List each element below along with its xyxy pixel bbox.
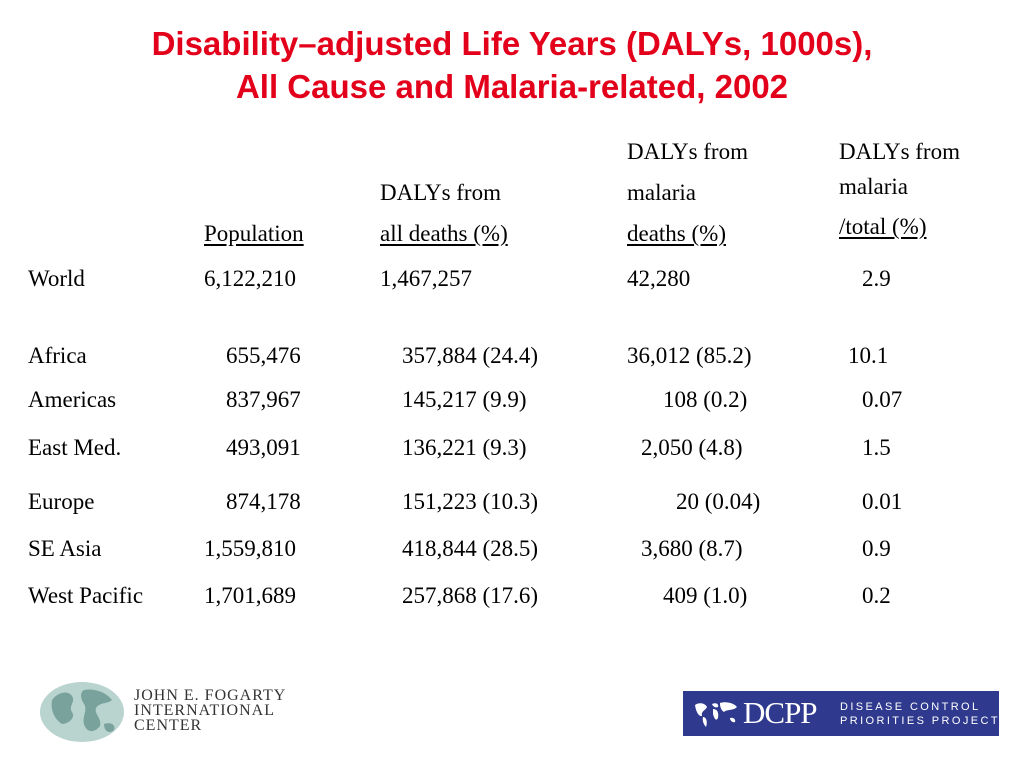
row-all-deaths: 418,844 (28.5): [402, 536, 539, 561]
header-malaria-total-line-1: DALYs from: [839, 139, 960, 164]
row-malaria-deaths: 36,012 (85.2): [627, 343, 752, 368]
fogarty-line-2: INTERNATIONAL: [134, 702, 275, 719]
row-population: 655,476: [226, 343, 301, 368]
row-population: 874,178: [226, 489, 301, 514]
row-malaria-deaths: 3,680 (8.7): [641, 536, 743, 561]
row-population: 1,559,810: [204, 536, 296, 561]
row-all-deaths: 151,223 (10.3): [402, 489, 539, 514]
row-malaria-deaths: 2,050 (4.8): [641, 435, 743, 460]
dcpp-full-name: DISEASE CONTROL PRIORITIES PROJECT: [840, 700, 1000, 728]
slide-title: Disability–adjusted Life Years (DALYs, 1…: [0, 22, 1024, 108]
row-all-deaths: 257,868 (17.6): [402, 583, 539, 608]
row-population: 1,701,689: [204, 583, 296, 608]
title-line-2: All Cause and Malaria-related, 2002: [235, 68, 789, 105]
row-malaria-total: 10.1: [848, 343, 889, 368]
dcpp-logo: DCPP DISEASE CONTROL PRIORITIES PROJECT: [683, 691, 999, 736]
fogarty-line-3: CENTER: [134, 717, 203, 734]
header-malaria-total-line-3: /total (%): [839, 214, 927, 239]
title-line-1: Disability–adjusted Life Years (DALYs, 1…: [151, 25, 873, 62]
row-malaria-total: 0.9: [862, 536, 891, 561]
row-region: West Pacific: [28, 583, 144, 608]
row-region: Africa: [28, 343, 87, 368]
row-all-deaths: 357,884 (24.4): [402, 343, 539, 368]
header-malaria-deaths-line-2: malaria: [627, 180, 696, 205]
row-malaria-total: 0.2: [862, 583, 891, 608]
row-population: 493,091: [226, 435, 301, 460]
row-region: Americas: [28, 387, 117, 412]
row-malaria-total: 0.07: [862, 387, 903, 412]
dcpp-line-2: PRIORITIES PROJECT: [840, 715, 1000, 727]
row-region: East Med.: [28, 435, 122, 460]
row-malaria-deaths: 42,280: [627, 266, 691, 291]
row-malaria-total: 2.9: [862, 266, 891, 291]
fogarty-line-1: JOHN E. FOGARTY: [134, 687, 287, 704]
row-population: 837,967: [226, 387, 301, 412]
row-malaria-deaths: 108 (0.2): [663, 387, 748, 412]
row-all-deaths: 136,221 (9.3): [402, 435, 527, 460]
row-region: World: [28, 266, 85, 291]
dcpp-abbreviation: DCPP: [743, 695, 818, 730]
globe-icon: [40, 682, 124, 742]
header-malaria-deaths-line-3: deaths (%): [627, 221, 726, 246]
row-region: Europe: [28, 489, 95, 514]
header-malaria-total-line-2: malaria: [839, 174, 908, 199]
row-malaria-deaths: 20 (0.04): [676, 489, 761, 514]
row-all-deaths: 145,217 (9.9): [402, 387, 527, 412]
header-all-deaths-line-1: DALYs from: [380, 180, 501, 205]
row-malaria-total: 1.5: [862, 435, 891, 460]
row-all-deaths: 1,467,257: [380, 266, 472, 291]
header-all-deaths-line-2: all deaths (%): [380, 221, 508, 246]
row-malaria-total: 0.01: [862, 489, 903, 514]
row-population: 6,122,210: [204, 266, 296, 291]
fogarty-logo: JOHN E. FOGARTY INTERNATIONAL CENTER: [38, 680, 338, 744]
dcpp-line-1: DISEASE CONTROL: [840, 701, 981, 713]
header-malaria-deaths-line-1: DALYs from: [627, 139, 748, 164]
world-map-icon: [695, 702, 737, 727]
row-region: SE Asia: [28, 536, 102, 561]
header-population: Population: [204, 221, 304, 246]
row-malaria-deaths: 409 (1.0): [663, 583, 748, 608]
